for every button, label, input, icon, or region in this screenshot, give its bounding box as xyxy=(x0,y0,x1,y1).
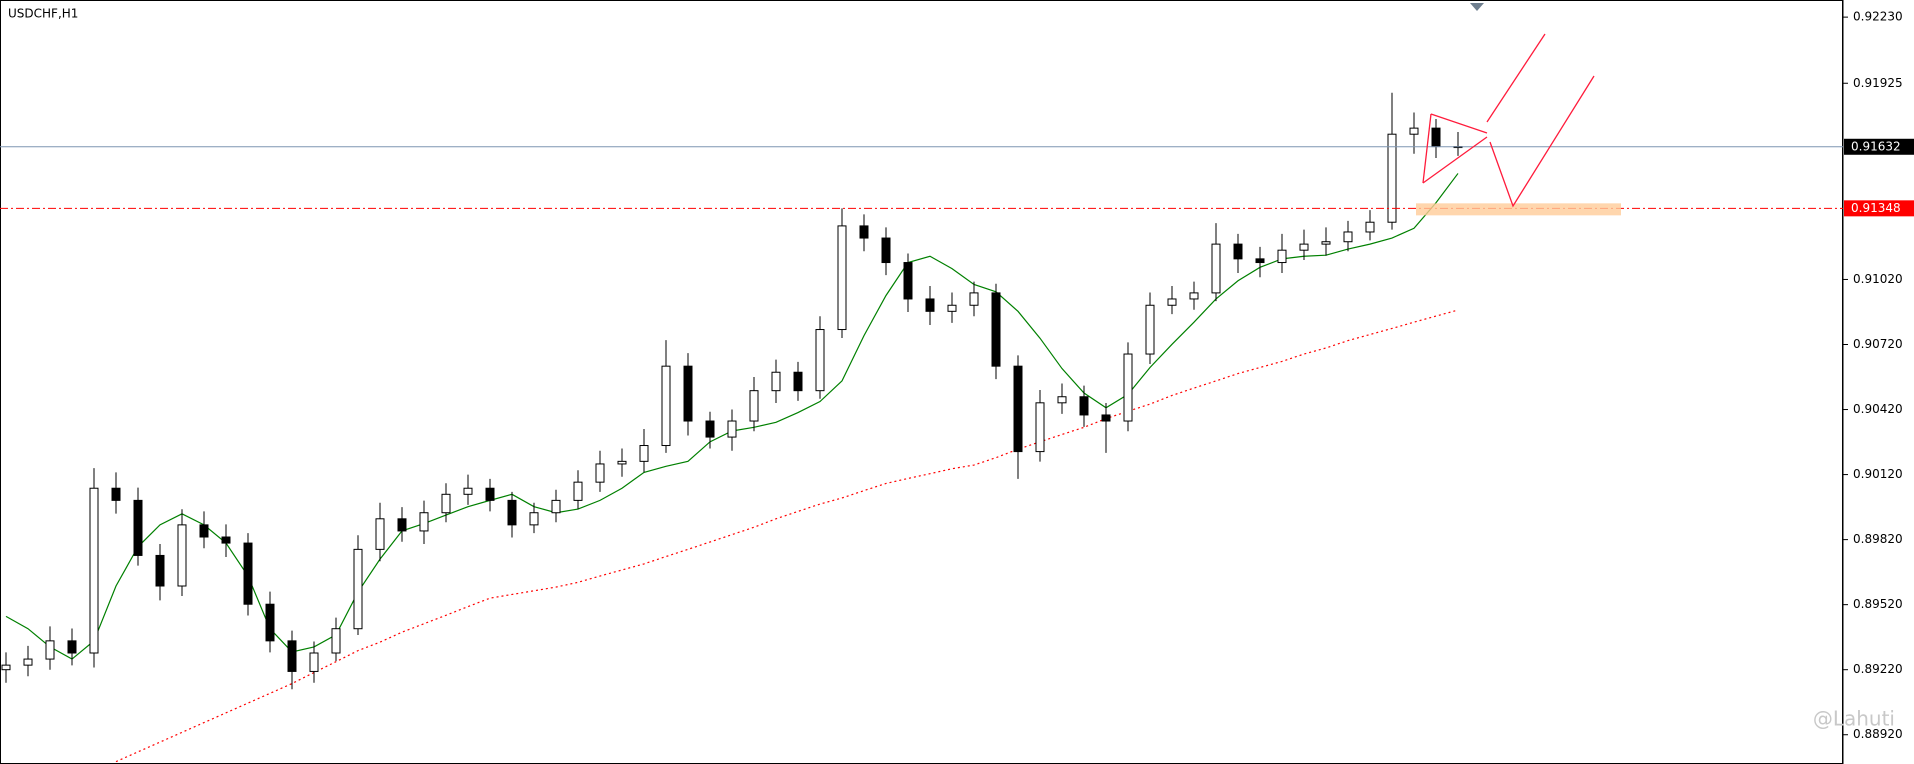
breakout-arrow xyxy=(1486,33,1546,123)
candle-body xyxy=(463,487,473,495)
candle-body xyxy=(1299,243,1309,251)
y-tick-label: 0.90420 xyxy=(1853,402,1903,416)
candle-body xyxy=(1057,396,1067,404)
candle-body xyxy=(1145,304,1155,355)
candle-body xyxy=(617,460,627,465)
candle-body xyxy=(397,518,407,532)
candle-body xyxy=(1013,365,1023,453)
candle-body xyxy=(925,298,935,312)
candle-body xyxy=(551,499,561,514)
candle-body xyxy=(705,420,715,438)
candle-body xyxy=(265,603,275,642)
candle-body xyxy=(749,390,759,422)
candle-body xyxy=(837,225,847,331)
price-label: 0.91632 xyxy=(1851,139,1901,153)
y-tick-label: 0.90120 xyxy=(1853,467,1903,481)
candle-body xyxy=(881,237,891,264)
price-label: 0.91348 xyxy=(1851,201,1901,215)
candle-body xyxy=(111,487,121,501)
candle-body xyxy=(903,262,913,300)
candle-body xyxy=(1387,133,1397,223)
moving-average xyxy=(115,309,1459,763)
candle-body xyxy=(375,518,385,550)
candle-body xyxy=(45,640,55,660)
retest-arrow xyxy=(1489,75,1595,208)
candle-body xyxy=(1035,402,1045,453)
candle-body xyxy=(1409,127,1419,135)
watermark: @Lahuti xyxy=(1813,707,1895,731)
candle-body xyxy=(331,628,341,654)
candle-body xyxy=(1365,221,1375,233)
plot-frame xyxy=(0,0,1843,764)
candle-body xyxy=(23,658,33,666)
candle-body xyxy=(287,640,297,672)
candle-body xyxy=(441,493,451,514)
candle-body xyxy=(1343,231,1353,243)
candle-body xyxy=(595,463,605,483)
pattern-line xyxy=(1422,113,1432,184)
candle-body xyxy=(199,524,209,538)
candle-body xyxy=(133,499,143,556)
candle-body xyxy=(947,304,957,312)
candle-body xyxy=(1277,249,1287,264)
candle-body xyxy=(1211,243,1221,294)
candle-body xyxy=(815,329,825,392)
pattern-line xyxy=(1430,113,1488,134)
candle-body xyxy=(1431,127,1441,148)
candle-body xyxy=(1255,258,1265,264)
support-zone xyxy=(1416,203,1621,216)
triangle-pattern xyxy=(1422,33,1595,208)
candle-body xyxy=(1189,292,1199,300)
candle-body xyxy=(1,664,11,671)
candle-body xyxy=(859,225,869,239)
candle-body xyxy=(727,420,737,438)
candle-body xyxy=(485,487,495,501)
shift-marker xyxy=(1470,3,1484,11)
chart-title: USDCHF,H1 xyxy=(8,7,78,21)
y-tick-label: 0.89520 xyxy=(1853,597,1903,611)
candle-body xyxy=(969,292,979,306)
candle-body xyxy=(793,371,803,392)
candle-body xyxy=(309,652,319,672)
candle-body xyxy=(177,524,187,587)
candle-body xyxy=(1123,353,1133,422)
candle-body xyxy=(507,499,517,526)
candle-body xyxy=(573,481,583,501)
candle-body xyxy=(155,554,165,587)
candle-body xyxy=(529,512,539,526)
candle-body xyxy=(1167,298,1177,306)
y-tick-label: 0.91925 xyxy=(1853,76,1903,90)
y-tick-label: 0.88920 xyxy=(1853,727,1903,741)
y-tick-label: 0.90720 xyxy=(1853,337,1903,351)
candle-body xyxy=(1233,243,1243,260)
price-label-box xyxy=(1844,200,1914,217)
y-tick-label: 0.89820 xyxy=(1853,532,1903,546)
candle-body xyxy=(419,512,429,532)
candle-body xyxy=(1101,414,1111,422)
y-tick-label: 0.92230 xyxy=(1853,10,1903,24)
candle-body xyxy=(991,292,1001,367)
candle-body xyxy=(683,365,693,422)
candle-body xyxy=(1079,396,1089,416)
candle-body xyxy=(353,548,363,630)
candle-body xyxy=(661,365,671,447)
candle-body xyxy=(639,445,649,462)
candle-body xyxy=(67,640,77,654)
y-tick-label: 0.89220 xyxy=(1853,662,1903,676)
candle-body xyxy=(1321,241,1331,245)
candle-body xyxy=(243,542,253,605)
y-tick-label: 0.91020 xyxy=(1853,272,1903,286)
pattern-line xyxy=(1422,136,1488,184)
price-label-box xyxy=(1844,138,1914,155)
candle-body xyxy=(771,371,781,392)
candle-body xyxy=(221,536,231,544)
candle-body xyxy=(89,487,99,654)
